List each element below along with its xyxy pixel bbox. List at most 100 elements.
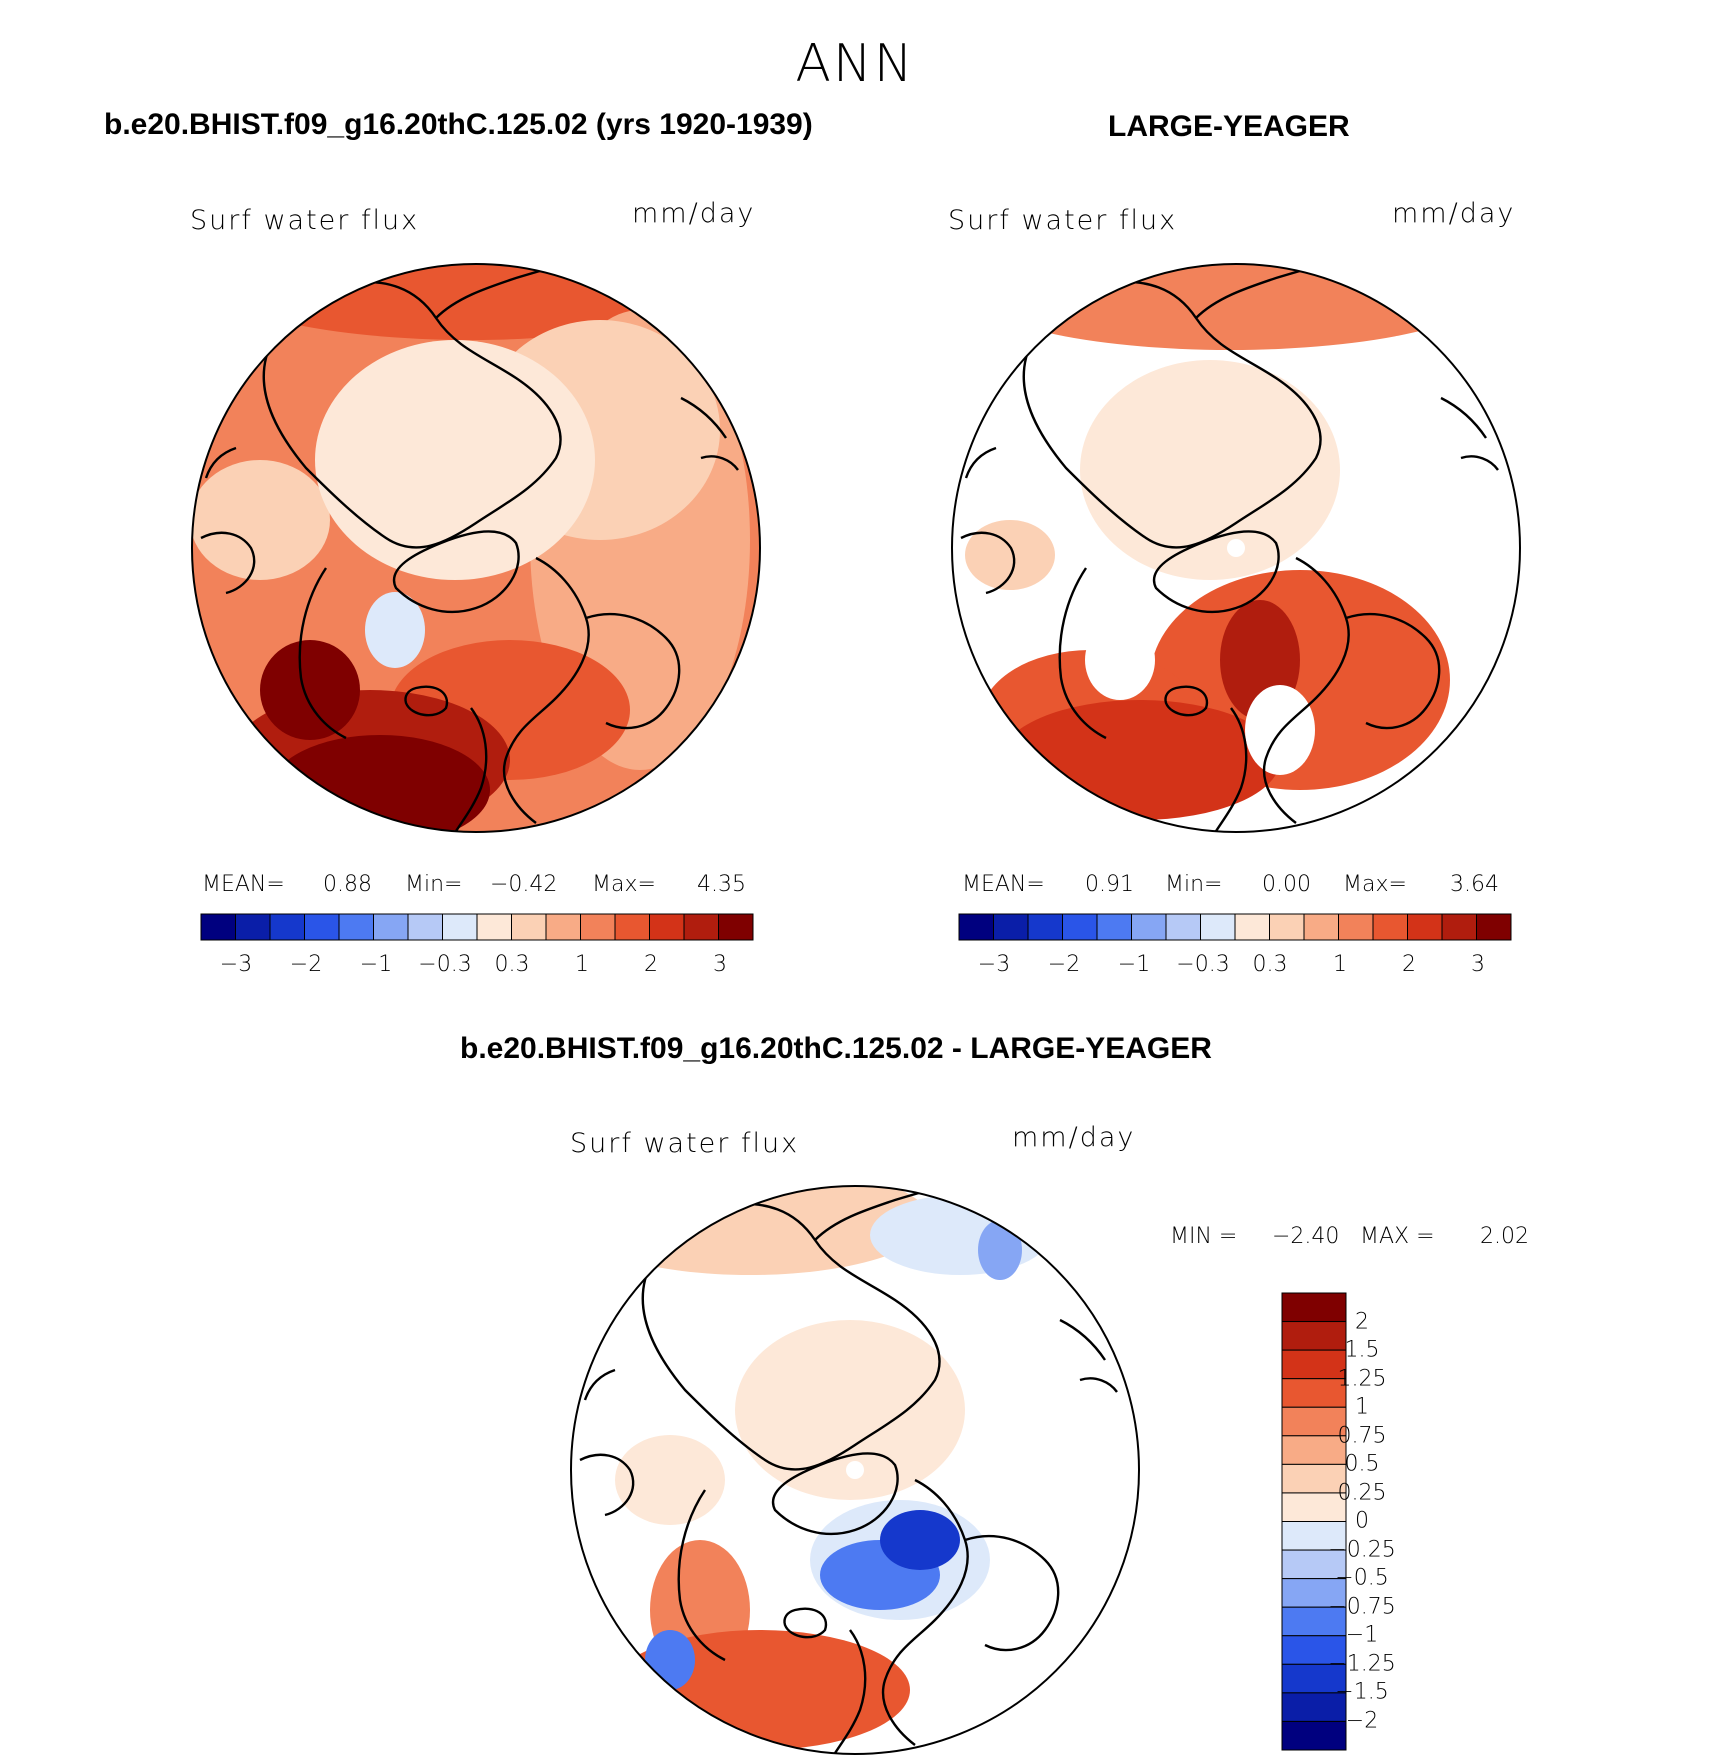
colorbar-box xyxy=(1281,1378,1347,1408)
panel3-colorbar xyxy=(1281,1292,1347,1751)
panel1-colorbar xyxy=(200,913,754,941)
panel2-colorbar-tick: −3 xyxy=(977,952,1011,977)
panel2-title: LARGE-YEAGER xyxy=(1108,110,1350,143)
panel3-variable-label: Surf water flux xyxy=(570,1128,800,1159)
panel2-max-label: Max= xyxy=(1343,872,1407,897)
colorbar-box xyxy=(1281,1578,1347,1608)
colorbar-box xyxy=(683,913,719,941)
panel1-colorbar-tick: −0.3 xyxy=(418,952,472,977)
colorbar-box xyxy=(1027,913,1063,941)
panel3-colorbar-tick: 2 xyxy=(1355,1309,1369,1335)
colorbar-box xyxy=(1281,1406,1347,1437)
panel3-units-label: mm/day xyxy=(1012,1122,1136,1153)
panel3-colorbar-tick: −2 xyxy=(1345,1708,1379,1734)
panel3-colorbar-tick: 0.75 xyxy=(1337,1423,1387,1449)
colorbar-box xyxy=(545,913,581,941)
colorbar-box xyxy=(1281,1435,1347,1465)
colorbar-box xyxy=(442,913,478,941)
colorbar-box xyxy=(200,913,236,941)
panel1-mean-value: 0.88 xyxy=(323,872,372,897)
panel2-colorbar-tick: −2 xyxy=(1047,952,1081,977)
panel3-colorbar-tick: −0.25 xyxy=(1328,1537,1396,1563)
panel3-min-label: MIN = xyxy=(1170,1224,1238,1249)
colorbar-box xyxy=(1476,913,1512,941)
panel2-min-label: Min= xyxy=(1165,872,1223,897)
colorbar-box xyxy=(1281,1663,1347,1694)
panel3-colorbar-tick: −1 xyxy=(1345,1622,1379,1648)
colorbar-box xyxy=(304,913,340,941)
panel3-title: b.e20.BHIST.f09_g16.20thC.125.02 - LARGE… xyxy=(460,1032,1212,1065)
colorbar-box xyxy=(1200,913,1236,941)
panel2-map xyxy=(951,263,1521,833)
panel1-variable-label: Surf water flux xyxy=(190,205,420,236)
colorbar-box xyxy=(373,913,409,941)
panel1-mean-label: MEAN= xyxy=(202,872,285,897)
panel2-colorbar-tick: −1 xyxy=(1117,952,1151,977)
panel2-colorbar-tick: −0.3 xyxy=(1176,952,1230,977)
panel1-colorbar-tick: 1 xyxy=(575,952,589,977)
panel3-colorbar-tick: 1.25 xyxy=(1337,1366,1387,1392)
colorbar-box xyxy=(649,913,685,941)
panel3-colorbar-tick: 0.25 xyxy=(1337,1480,1387,1506)
colorbar-box xyxy=(580,913,616,941)
panel3-max-label: MAX = xyxy=(1360,1224,1435,1249)
colorbar-box xyxy=(1281,1349,1347,1380)
panel2-max-value: 3.64 xyxy=(1450,872,1499,897)
colorbar-box xyxy=(1281,1492,1347,1522)
panel3-colorbar-tick: −0.5 xyxy=(1335,1565,1389,1591)
colorbar-box xyxy=(958,913,994,941)
panel1-colorbar-tick: 3 xyxy=(713,952,727,977)
panel2-mean-label: MEAN= xyxy=(962,872,1045,897)
panel1-colorbar-tick: −1 xyxy=(359,952,393,977)
panel1-min-value: −0.42 xyxy=(490,872,558,897)
panel2-colorbar-tick: 2 xyxy=(1402,952,1416,977)
panel1-max-value: 4.35 xyxy=(697,872,746,897)
colorbar-box xyxy=(1281,1292,1347,1323)
panel1-min-label: Min= xyxy=(405,872,463,897)
panel1-map xyxy=(191,263,761,833)
colorbar-box xyxy=(1281,1606,1347,1637)
colorbar-box xyxy=(1281,1321,1347,1351)
panel3-colorbar-tick: 0 xyxy=(1355,1508,1369,1534)
panel1-units-label: mm/day xyxy=(632,198,756,229)
panel3-colorbar-tick: 0.5 xyxy=(1344,1451,1380,1477)
colorbar-box xyxy=(235,913,271,941)
colorbar-box xyxy=(338,913,374,941)
panel3-max-value: 2.02 xyxy=(1480,1224,1529,1249)
colorbar-box xyxy=(269,913,305,941)
colorbar-box xyxy=(1062,913,1098,941)
colorbar-box xyxy=(1281,1463,1347,1494)
panel3-colorbar-tick: −1.25 xyxy=(1328,1651,1396,1677)
colorbar-box xyxy=(1372,913,1408,941)
panel2-colorbar-tick: 0.3 xyxy=(1252,952,1288,977)
panel3-colorbar-tick: 1.5 xyxy=(1344,1337,1380,1363)
colorbar-box xyxy=(511,913,547,941)
figure-title: ANN xyxy=(795,34,915,94)
colorbar-box xyxy=(1407,913,1443,941)
panel2-colorbar xyxy=(958,913,1512,941)
colorbar-box xyxy=(1165,913,1201,941)
panel3-colorbar-tick: 1 xyxy=(1355,1394,1369,1420)
panel2-min-value: 0.00 xyxy=(1262,872,1311,897)
panel1-colorbar-tick: −3 xyxy=(219,952,253,977)
panel2-colorbar-tick: 3 xyxy=(1471,952,1485,977)
panel1-title: b.e20.BHIST.f09_g16.20thC.125.02 (yrs 19… xyxy=(104,108,813,141)
panel3-colorbar-tick: −1.5 xyxy=(1335,1679,1389,1705)
panel2-colorbar-tick: 1 xyxy=(1333,952,1347,977)
colorbar-box xyxy=(1281,1720,1347,1751)
colorbar-box xyxy=(1303,913,1339,941)
panel1-colorbar-tick: −2 xyxy=(289,952,323,977)
colorbar-box xyxy=(1234,913,1270,941)
colorbar-box xyxy=(407,913,443,941)
panel3-map xyxy=(570,1185,1140,1755)
panel3-colorbar-tick: −0.75 xyxy=(1328,1594,1396,1620)
panel2-mean-value: 0.91 xyxy=(1085,872,1134,897)
colorbar-box xyxy=(1338,913,1374,941)
panel1-colorbar-tick: 2 xyxy=(644,952,658,977)
colorbar-box xyxy=(1281,1521,1347,1551)
colorbar-box xyxy=(993,913,1029,941)
panel1-max-label: Max= xyxy=(592,872,656,897)
colorbar-box xyxy=(476,913,512,941)
panel2-units-label: mm/day xyxy=(1392,198,1516,229)
